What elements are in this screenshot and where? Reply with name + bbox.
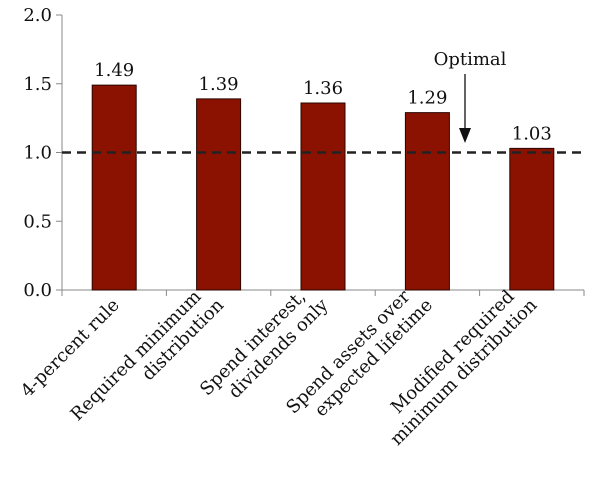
y-tick-label: 0.5 [23,211,52,232]
bar [300,102,346,291]
bar [91,84,137,291]
data-labels: 1.49 1.39 1.36 1.29 1.03 [94,60,552,144]
y-tick-label: 0.0 [23,280,52,301]
optimal-label: Optimal [434,49,507,70]
data-label: 1.49 [94,60,134,81]
optimal-arrow-head [459,128,471,143]
optimal-annotation: Optimal [434,49,507,143]
data-label: 1.39 [199,74,239,95]
y-tick-label: 2.0 [23,5,52,26]
bar [196,98,242,291]
bar [404,112,450,291]
data-label: 1.03 [512,123,552,144]
y-tick-label: 1.5 [23,74,52,95]
data-label: 1.29 [407,88,447,109]
y-tick-label: 1.0 [23,143,52,164]
y-axis-ticks: 0.0 0.5 1.0 1.5 2.0 [23,5,62,301]
data-label: 1.36 [303,78,343,99]
bar [509,147,555,291]
category-label-line: Required minimum [67,286,206,425]
bar-series [61,84,585,296]
